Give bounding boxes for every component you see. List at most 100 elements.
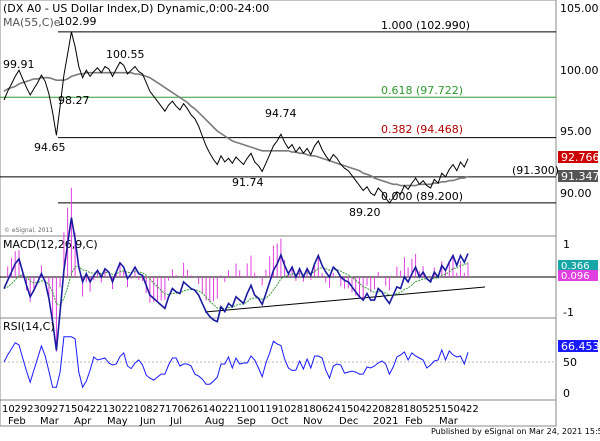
x-month-label: Mar [439,416,459,427]
fib-label-1000: 1.000 (102.990) [381,19,470,32]
macd-histogram [7,187,469,352]
signal-badge [558,270,598,281]
x-month-label: Mar [40,416,60,427]
fib-label-0618: 0.618 (97.722) [381,84,463,97]
x-day-label: 18 [403,404,416,415]
x-day-label: 22 [466,404,479,415]
x-day-label: 04 [77,404,90,415]
y-tick-105: 105.00 [560,2,599,15]
x-day-label: 17 [165,404,178,415]
x-month-label: Feb [8,416,26,427]
x-day-label: 21 [127,404,140,415]
x-day-label: 15 [341,404,354,415]
x-day-label: 08 [378,404,391,415]
x-day-label: 28 [391,404,404,415]
x-day-label: 19 [265,404,278,415]
x-day-label: 04 [453,404,466,415]
macd-line [3,217,469,351]
rsi-tick-50: 50 [563,356,577,369]
x-month-label: May [107,416,128,427]
footer-text: Published by eSignal on Mar 24, 2021 15:… [431,427,600,436]
ma-label: MA(55,C)e [3,16,61,29]
x-day-label: 06 [316,404,329,415]
price-label-89-20: 89.20 [349,206,381,219]
price-label-98-27: 98.27 [58,94,90,107]
x-day-label: 22 [366,404,379,415]
x-day-label: 14 [203,404,216,415]
rsi-label: RSI(14,C) [3,320,55,333]
x-day-label: 15 [441,404,454,415]
macd-tick-minus1: -1 [563,306,574,319]
x-day-label: 18 [303,404,316,415]
x-axis-day-labels: 10 29 23 09 27 15 04 22 13 02 21 08 27 17 06 26 14 02 21 10… [2,404,479,415]
x-day-label: 24 [328,404,341,415]
fib-label-0382: 0.382 (94.468) [381,123,463,136]
rsi-line [3,336,469,389]
x-day-label: 02 [115,404,128,415]
x-axis-strip [0,399,557,427]
y-tick-100: 100.00 [560,64,599,77]
price-label-99-91: 99.91 [3,58,35,71]
x-day-label: 10 [2,404,15,415]
macd-badge [558,260,598,271]
macd-label: MACD(12,26,9,C) [3,238,98,251]
x-day-label: 26 [190,404,203,415]
fib-label-0000: 0.000 (89.200) [381,190,463,203]
x-day-label: 15 [65,404,78,415]
x-month-label: Aug [205,416,225,427]
x-month-label: Oct [271,416,288,427]
x-day-label: 23 [27,404,40,415]
x-day-label: 10 [278,404,291,415]
support-label: (91.300) [512,164,559,177]
macd-tick-1: 1 [563,238,570,251]
x-month-label: Dec [339,416,358,427]
x-day-label: 29 [15,404,28,415]
y-tick-95: 95.00 [560,125,592,138]
rsi-badge [558,340,598,352]
x-day-label: 02 [215,404,228,415]
x-day-label: 28 [290,404,303,415]
x-month-label: Jun [139,416,156,427]
x-day-label: 04 [353,404,366,415]
x-month-label: 2021 [373,416,398,427]
x-day-label: 21 [228,404,241,415]
x-month-label: Feb [405,416,423,427]
price-label-94-74: 94.74 [265,107,297,120]
price-line [3,31,469,204]
x-day-label: 10 [240,404,253,415]
y-tick-90: 90.00 [560,187,592,200]
ma-badge-text: 91.347 [561,170,600,183]
last-price-badge [558,151,598,163]
x-month-label: Sep [237,416,256,427]
x-day-label: 09 [40,404,53,415]
x-day-label: 06 [178,404,191,415]
price-label-102-99: 102.99 [58,15,97,28]
x-month-label: Nov [303,416,323,427]
x-day-label: 13 [102,404,115,415]
macd-signal-line [3,262,469,310]
macd-badge-text: 0.366 [561,261,590,272]
x-day-label: 22 [90,404,103,415]
last-price-badge-text: 92.766 [561,151,600,164]
macd-trend-line [204,286,486,313]
x-axis-month-labels: Feb Mar Apr May Jun Jul Aug Sep Oct Nov Dec 2021 Feb… [8,416,459,427]
price-label-91-74: 91.74 [232,176,264,189]
x-day-label: 01 [253,404,266,415]
rsi-tick-0: 0 [563,387,570,400]
x-day-label: 08 [140,404,153,415]
x-day-label: 27 [52,404,65,415]
price-label-100-55: 100.55 [106,48,145,61]
ma-badge [558,170,598,182]
x-month-label: Apr [74,416,92,427]
x-day-label: 27 [152,404,165,415]
x-day-label: 05 [416,404,429,415]
price-label-94-65: 94.65 [34,141,66,154]
esignal-watermark: © eSignal, 2011 [4,227,53,234]
rsi-badge-text: 66.453 [561,340,600,353]
x-day-label: 25 [428,404,441,415]
x-month-label: Jul [169,416,182,427]
chart-header: (DX A0 - US Dollar Index,D) Dynamic,0:00… [3,2,269,15]
signal-badge-text: 0.096 [561,271,590,282]
